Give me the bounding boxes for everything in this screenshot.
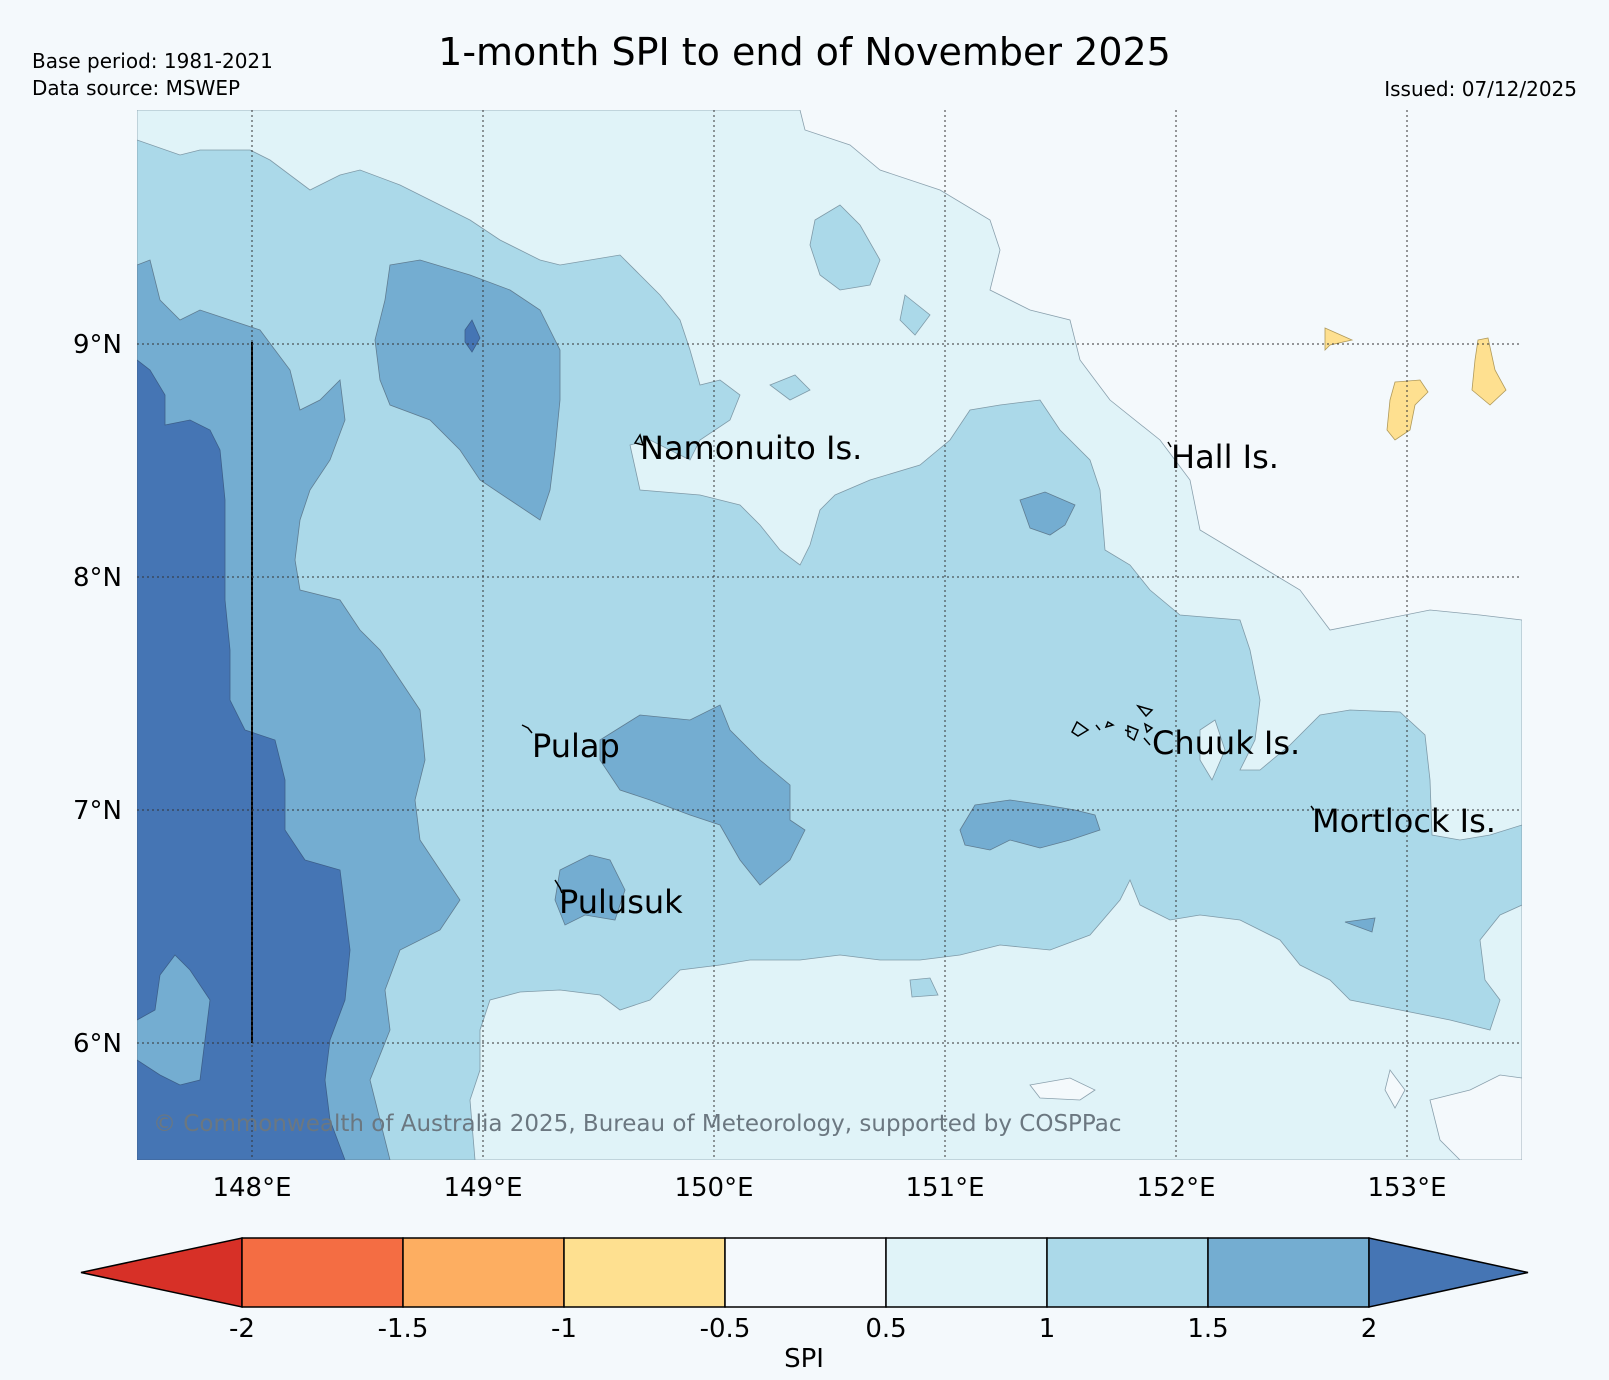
island-hall: [1167, 441, 1172, 448]
colorbar-segment: [241, 1237, 404, 1308]
lat-label-7n: 7°N: [73, 796, 122, 826]
place-namonuito: Namonuito Is.: [640, 429, 862, 467]
colorbar-segment: [724, 1237, 887, 1308]
latitude-labels: 9°N 8°N 7°N 6°N: [73, 330, 122, 1059]
colorbar-tick-label: -1: [551, 1314, 577, 1344]
colorbar-segment: [563, 1237, 726, 1308]
lon-label-152e: 152°E: [1136, 1173, 1215, 1203]
contour-wet-patch: [374, 259, 561, 521]
colorbar-tick-label: -2: [229, 1314, 255, 1344]
spi-contours: [137, 110, 1522, 1160]
contour-wet-patch: [599, 704, 806, 886]
contour-slight-dry: [1471, 337, 1507, 406]
data-source: Data source: MSWEP: [32, 76, 241, 100]
islands: [521, 433, 1315, 894]
lon-label-149e: 149°E: [443, 1173, 522, 1203]
colorbar-tick-label: 1: [1039, 1314, 1056, 1344]
contour-slight-dry: [1324, 327, 1354, 351]
island-namonuito: [633, 433, 645, 447]
base-period: Base period: 1981-2021: [32, 49, 273, 73]
contour-wet-patch: [1019, 491, 1076, 536]
contour-moderate-wet-patch: [909, 977, 939, 998]
place-pulusuk: Pulusuk: [559, 883, 683, 921]
map-title: 1-month SPI to end of November 2025: [438, 30, 1171, 74]
colorbar-segment: [1046, 1237, 1209, 1308]
island-chuuk: [1071, 704, 1154, 746]
place-chuuk: Chuuk Is.: [1152, 724, 1300, 762]
colorbar-segment: [402, 1237, 565, 1308]
colorbar-tick-label: -0.5: [700, 1314, 751, 1344]
place-pulap: Pulap: [532, 727, 620, 765]
contour-moderate-wet-patch: [769, 374, 811, 401]
colorbar-extend-low: [80, 1237, 243, 1308]
colorbar-title: SPI: [784, 1344, 824, 1374]
contour-normal-patch: [1429, 1074, 1522, 1160]
lat-label-8n: 8°N: [73, 563, 122, 593]
place-mortlock: Mortlock Is.: [1312, 802, 1496, 840]
contour-wet-patch: [959, 799, 1101, 851]
island-pulap: [521, 724, 533, 734]
place-hall: Hall Is.: [1171, 438, 1279, 476]
contour-wet-patch: [554, 854, 626, 926]
colorbar-segment: [1207, 1237, 1370, 1308]
contour-normal-patch: [1384, 1069, 1406, 1109]
contour-slight-wet-patch: [1199, 719, 1226, 781]
lat-label-6n: 6°N: [73, 1029, 122, 1059]
lon-label-151e: 151°E: [905, 1173, 984, 1203]
lon-label-153e: 153°E: [1367, 1173, 1446, 1203]
contour-moderate-wet-patch: [899, 294, 931, 336]
colorbar-tick-label: 2: [1361, 1314, 1378, 1344]
graticule: [137, 110, 1522, 1160]
colorbar-tick-label: 1.5: [1187, 1314, 1228, 1344]
issued-date: Issued: 07/12/2025: [1384, 77, 1577, 101]
colorbar-tick-label: -1.5: [378, 1314, 429, 1344]
copyright-notice: © Commonwealth of Australia 2025, Bureau…: [153, 1111, 1122, 1137]
lat-label-9n: 9°N: [73, 330, 122, 360]
map-metadata: Base period: 1981-2021 Data source: MSWE…: [32, 48, 273, 102]
contour-wet-patch: [1344, 917, 1376, 933]
island-mortlock: [1310, 805, 1315, 811]
contour-very-wet: [137, 359, 351, 1160]
lon-label-148e: 148°E: [212, 1173, 291, 1203]
contour-moderate-wet-patch: [809, 204, 881, 291]
longitude-labels: 148°E 149°E 150°E 151°E 152°E 153°E: [212, 1173, 1446, 1203]
colorbar-extend-high: [1368, 1237, 1529, 1308]
colorbar-tick-label: 0.5: [865, 1314, 906, 1344]
colorbar: -2 -1.5 -1 -0.5 0.5 1 1.5 2: [80, 1237, 1529, 1344]
contour-normal-patch: [1029, 1077, 1096, 1101]
island-pulusuk: [554, 879, 563, 894]
colorbar-segment: [885, 1237, 1048, 1308]
lon-label-150e: 150°E: [674, 1173, 753, 1203]
